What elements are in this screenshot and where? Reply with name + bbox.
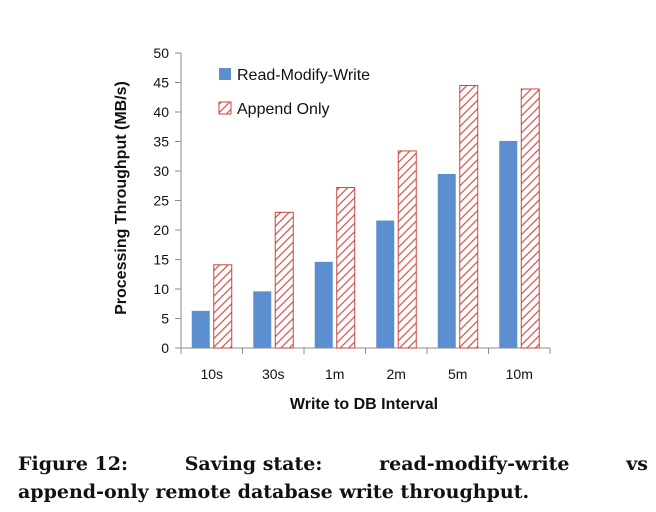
y-tick-label: 0	[161, 340, 169, 356]
bar-chart: 0 5 10 15 20 25 30 35 40 45 50 10s 30s 1m 2m 5m 10m Read-…	[113, 45, 551, 413]
bar-read-modify-write	[376, 220, 395, 348]
x-tick-label: 1m	[325, 366, 344, 382]
caption-figure-number: Figure 12:	[18, 453, 128, 475]
bar-read-modify-write	[499, 140, 518, 348]
caption-segment: read-modify-write	[379, 453, 570, 475]
bar-read-modify-write	[437, 173, 456, 348]
legend-label: Read-Modify-Write	[237, 67, 370, 84]
y-tick-label: 25	[153, 193, 169, 209]
y-tick-label: 5	[161, 311, 169, 327]
caption-line-2: append-only remote database write throug…	[18, 481, 530, 503]
bar-append-only	[520, 88, 540, 349]
bar-read-modify-write	[253, 291, 272, 348]
y-axis-label: Processing Throughput (MB/s)	[113, 81, 130, 315]
x-tick-label: 10m	[506, 366, 533, 382]
caption-segment: Saving state:	[184, 453, 323, 475]
y-tick-label: 50	[153, 45, 169, 61]
y-tick-label: 30	[153, 163, 169, 179]
x-tick-label: 2m	[387, 366, 406, 382]
bar-append-only	[336, 187, 356, 349]
x-axis-label: Write to DB Interval	[290, 396, 438, 413]
y-tick-label: 20	[153, 222, 169, 238]
caption-segment: vs	[626, 453, 648, 475]
legend-swatch-append-only	[218, 101, 232, 115]
y-tick-label: 10	[153, 281, 169, 297]
figure-caption: Figure 12: Saving state: read-modify-wri…	[18, 450, 648, 506]
bar-append-only	[274, 211, 294, 349]
x-tick-label: 10s	[200, 366, 223, 382]
bar-append-only	[397, 150, 417, 349]
y-tick-label: 45	[153, 75, 169, 91]
x-tick-label: 5m	[448, 366, 467, 382]
bar-read-modify-write	[191, 310, 210, 348]
bar-append-only	[213, 264, 233, 349]
bar-read-modify-write	[314, 261, 333, 348]
y-tick-label: 35	[153, 134, 169, 150]
legend-label: Append Only	[237, 101, 330, 118]
y-tick-label: 15	[153, 252, 169, 268]
bar-append-only	[459, 84, 479, 349]
legend-swatch-read-modify-write	[219, 68, 231, 80]
y-tick-label: 40	[153, 104, 169, 120]
x-tick-label: 30s	[262, 366, 285, 382]
